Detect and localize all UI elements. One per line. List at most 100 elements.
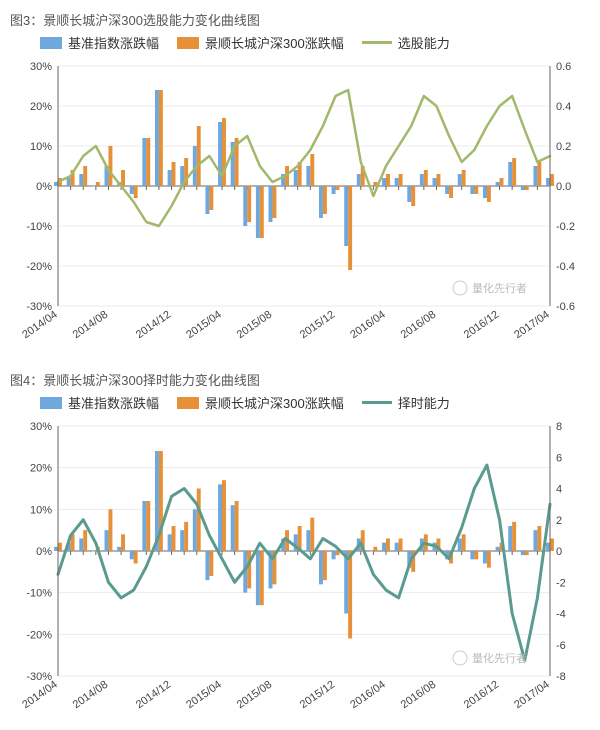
y-left-tick-label: -10% (26, 588, 52, 600)
bar-series-2 (222, 480, 226, 551)
legend-label: 选股能力 (398, 33, 450, 52)
bar-series-1 (407, 186, 411, 202)
bar-series-1 (458, 539, 462, 552)
bar-series-1 (54, 547, 58, 551)
bar-series-2 (537, 162, 541, 186)
bar-series-2 (197, 126, 201, 186)
y-right-tick-label: -2 (556, 577, 566, 589)
bar-series-1 (382, 543, 386, 551)
legend-item: 景顺长城沪深300涨跌幅 (177, 33, 344, 52)
bar-series-2 (537, 526, 541, 551)
bar-series-2 (260, 186, 264, 238)
legend-line-swatch (362, 401, 392, 404)
bar-series-1 (306, 530, 310, 551)
bar-series-2 (323, 551, 327, 580)
bar-series-1 (142, 501, 146, 551)
y-right-tick-label: -8 (556, 671, 566, 683)
bar-series-1 (142, 138, 146, 186)
bar-series-1 (496, 182, 500, 186)
bar-series-1 (256, 551, 260, 605)
y-right-tick-label: 4 (556, 484, 562, 496)
bar-series-1 (369, 551, 373, 552)
bar-series-2 (474, 186, 478, 194)
legend-item: 择时能力 (362, 393, 450, 412)
bar-series-1 (205, 551, 209, 580)
bar-series-1 (130, 186, 134, 194)
bar-series-1 (243, 186, 247, 226)
y-right-tick-label: 0.2 (556, 141, 571, 153)
legend-label: 景顺长城沪深300涨跌幅 (205, 33, 344, 52)
bar-series-1 (420, 174, 424, 186)
legend-bar-swatch (177, 397, 199, 409)
y-left-tick-label: -20% (26, 261, 52, 273)
bar-series-1 (205, 186, 209, 214)
bar-series-2 (197, 489, 201, 552)
chart-legend: 基准指数涨跌幅 景顺长城沪深300涨跌幅 选股能力 (10, 33, 590, 52)
bar-series-2 (512, 522, 516, 551)
bar-series-1 (79, 174, 83, 186)
bar-series-2 (209, 551, 213, 576)
chart-title: 图4：景顺长城沪深300择时能力变化曲线图 (10, 370, 590, 389)
bar-series-1 (130, 551, 134, 559)
y-right-tick-label: -0.6 (556, 301, 575, 313)
bar-series-2 (336, 186, 340, 190)
legend-bar-swatch (177, 37, 199, 49)
bar-series-1 (269, 186, 273, 222)
y-right-tick-label: 0.6 (556, 61, 571, 73)
bar-series-1 (180, 530, 184, 551)
bar-series-2 (108, 146, 112, 186)
bar-series-1 (458, 174, 462, 186)
legend-line-swatch (362, 41, 392, 44)
bar-series-1 (445, 186, 449, 194)
chart-title: 图3：景顺长城沪深300选股能力变化曲线图 (10, 10, 590, 29)
bar-series-2 (436, 174, 440, 186)
y-right-tick-label: 2 (556, 515, 562, 527)
bar-series-2 (525, 551, 529, 555)
bar-series-1 (306, 166, 310, 186)
legend-label: 景顺长城沪深300涨跌幅 (205, 393, 344, 412)
bar-series-2 (172, 526, 176, 551)
y-right-tick-label: -6 (556, 640, 566, 652)
bar-series-2 (146, 501, 150, 551)
bar-series-1 (546, 178, 550, 186)
bar-series-2 (550, 174, 554, 186)
bar-series-1 (382, 178, 386, 186)
bar-series-1 (344, 551, 348, 614)
bar-series-1 (332, 186, 336, 194)
bar-series-2 (134, 551, 138, 564)
bar-series-2 (146, 138, 150, 186)
bar-series-2 (474, 551, 478, 559)
bar-series-2 (512, 158, 516, 186)
y-left-tick-label: 0% (36, 546, 52, 558)
chart-2: 图4：景顺长城沪深300择时能力变化曲线图基准指数涨跌幅 景顺长城沪深300涨跌幅… (0, 360, 600, 730)
bar-series-2 (399, 174, 403, 186)
legend-bar-swatch (40, 37, 62, 49)
bar-series-2 (373, 547, 377, 551)
bar-series-1 (470, 186, 474, 194)
bar-series-2 (386, 174, 390, 186)
bar-series-1 (168, 170, 172, 186)
legend-item: 基准指数涨跌幅 (40, 393, 159, 412)
y-right-tick-label: 6 (556, 452, 562, 464)
y-right-tick-label: -0.2 (556, 221, 575, 233)
bar-series-2 (310, 518, 314, 551)
bar-series-2 (159, 90, 163, 186)
bar-series-1 (483, 551, 487, 564)
bar-series-2 (411, 186, 415, 206)
y-left-tick-label: 30% (30, 421, 52, 433)
bar-series-1 (256, 186, 260, 238)
bar-series-2 (525, 186, 529, 190)
bar-series-1 (105, 530, 109, 551)
chart-svg: -30%-20%-10%0%10%20%30%-8-6-4-2024682014… (10, 416, 590, 726)
legend-item: 基准指数涨跌幅 (40, 33, 159, 52)
bar-series-2 (235, 501, 239, 551)
bar-series-2 (399, 539, 403, 552)
bar-series-1 (470, 551, 474, 559)
bar-series-2 (247, 551, 251, 589)
y-right-tick-label: -0.4 (556, 261, 575, 273)
bar-series-2 (247, 186, 251, 222)
bar-series-2 (121, 534, 125, 551)
bar-series-2 (108, 509, 112, 551)
bar-series-1 (433, 178, 437, 186)
bar-series-1 (168, 534, 172, 551)
